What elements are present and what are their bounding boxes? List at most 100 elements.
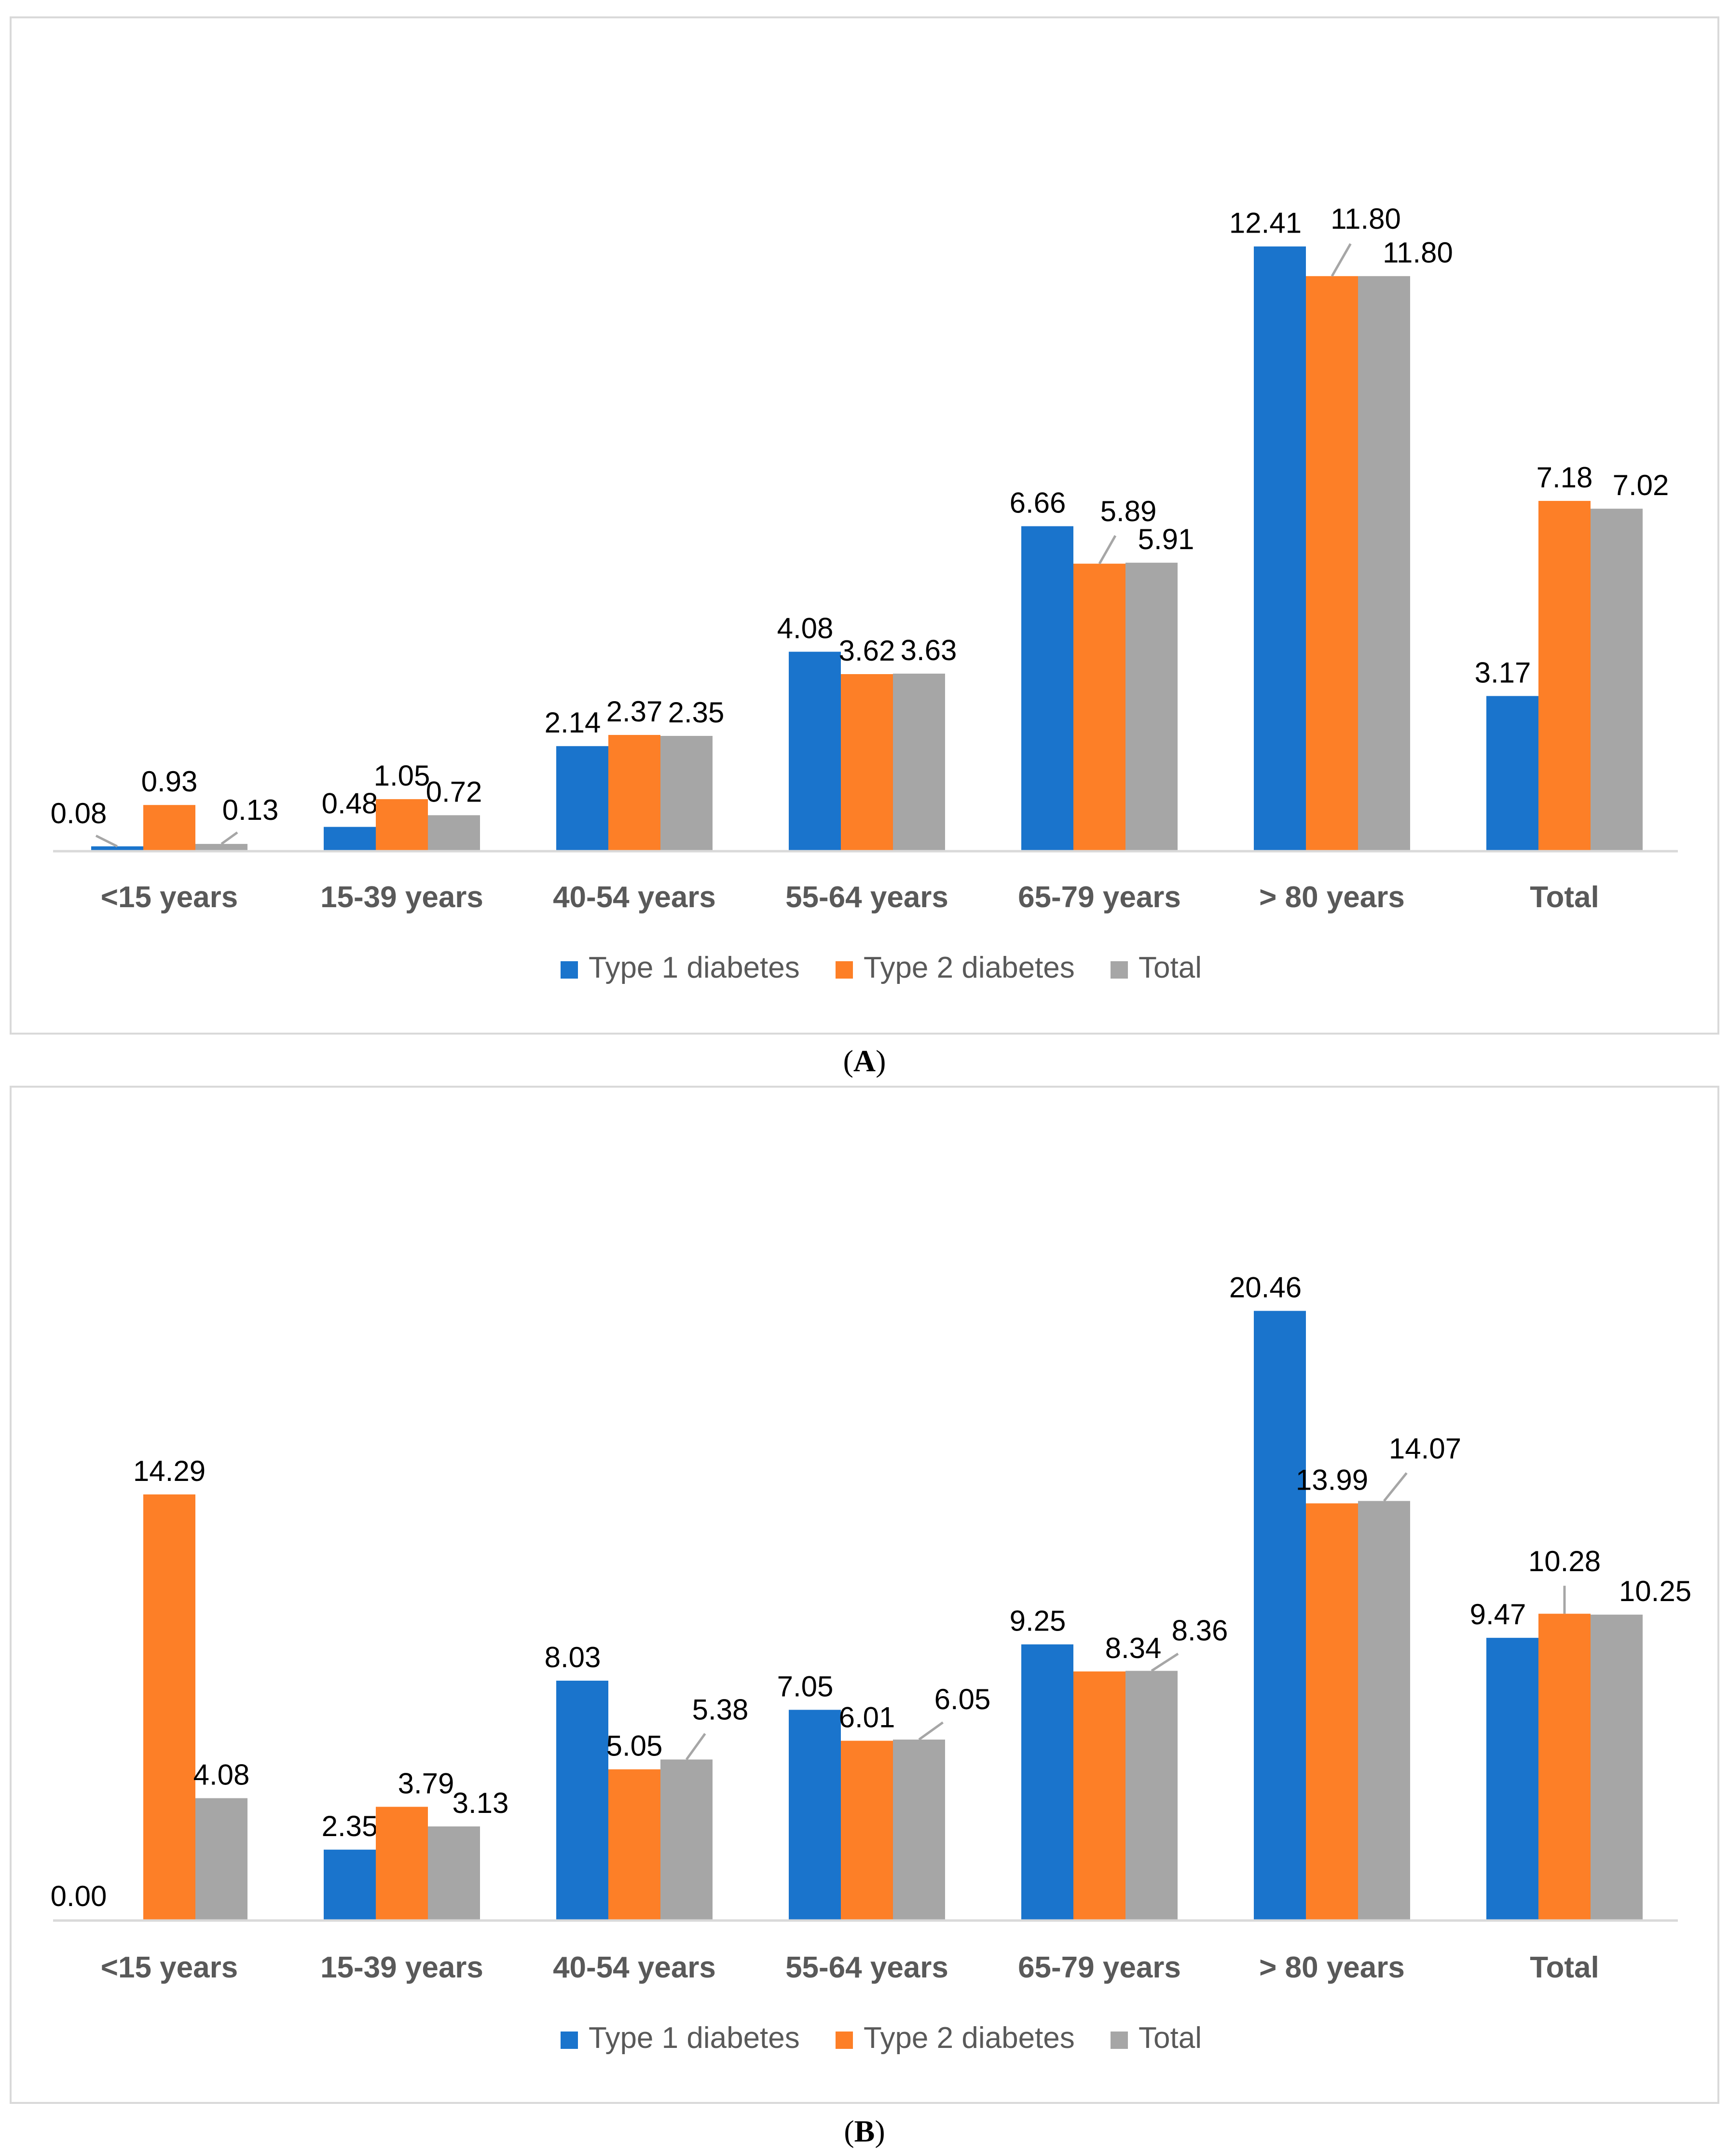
x-tick-label-a-15-39-years: 15-39 years xyxy=(320,881,483,914)
data-label-a-type-1-diabetes-80-years: 12.41 xyxy=(1229,207,1302,239)
data-label-a-type-1-diabetes-65-79-years: 6.66 xyxy=(1010,486,1066,519)
bar-a-total-40-54-years xyxy=(660,736,713,850)
bar-a-type-2-diabetes-80-years xyxy=(1306,276,1358,850)
x-tick-label-a-80-years: > 80 years xyxy=(1259,881,1405,914)
x-tick-label-b-55-64-years: 55-64 years xyxy=(785,1951,948,1984)
x-tick-label-b-80-years: > 80 years xyxy=(1259,1951,1405,1984)
leader-line-b-total-40-54-years xyxy=(685,1733,706,1760)
bar-a-type-2-diabetes-65-79-years xyxy=(1073,564,1125,850)
caption-b-letter: B xyxy=(854,2114,875,2148)
data-label-b-total-40-54-years: 5.38 xyxy=(692,1693,749,1726)
bar-b-total-55-64-years xyxy=(893,1740,945,1920)
x-tick-label-a-15-years: <15 years xyxy=(101,881,238,914)
bar-a-type-1-diabetes-15-years xyxy=(91,846,143,850)
data-label-b-type-1-diabetes-total: 9.47 xyxy=(1470,1598,1526,1631)
legend-swatch-b-type-1-diabetes xyxy=(561,2032,578,2049)
bar-b-total-15-years xyxy=(195,1798,247,1920)
data-label-a-total-15-39-years: 0.72 xyxy=(426,775,482,808)
bar-a-type-2-diabetes-15-years xyxy=(143,805,195,850)
x-tick-label-b-65-79-years: 65-79 years xyxy=(1018,1951,1181,1984)
data-label-a-type-1-diabetes-total: 3.17 xyxy=(1475,656,1531,689)
bar-a-total-55-64-years xyxy=(893,673,945,850)
bar-b-type-1-diabetes-15-39-years xyxy=(324,1850,376,1920)
data-label-a-total-15-years: 0.13 xyxy=(222,794,279,826)
bar-a-total-15-years xyxy=(195,843,247,850)
data-label-b-total-65-79-years: 8.36 xyxy=(1172,1615,1228,1647)
legend-a: Type 1 diabetes Type 2 diabetes Total xyxy=(561,951,1202,984)
panel-b-caption: (B) xyxy=(0,2114,1729,2149)
bar-a-total-15-39-years xyxy=(428,815,480,850)
panel-a-caption: (A) xyxy=(0,1043,1729,1079)
data-label-a-total-65-79-years: 5.91 xyxy=(1138,523,1194,555)
leader-line-b-total-55-64-years xyxy=(918,1721,944,1741)
data-label-a-type-1-diabetes-55-64-years: 4.08 xyxy=(777,612,834,645)
leader-line-a-type-2-diabetes-65-79-years xyxy=(1098,535,1117,565)
x-tick-label-b-total: Total xyxy=(1530,1951,1599,1984)
bar-b-type-2-diabetes-total xyxy=(1538,1614,1591,1920)
data-label-a-type-1-diabetes-15-39-years: 0.48 xyxy=(322,788,378,820)
data-label-b-type-1-diabetes-55-64-years: 7.05 xyxy=(777,1670,834,1702)
bar-b-type-2-diabetes-40-54-years xyxy=(608,1769,660,1920)
bar-b-total-total xyxy=(1591,1615,1643,1920)
bar-b-type-2-diabetes-55-64-years xyxy=(841,1741,893,1920)
bar-a-type-2-diabetes-15-39-years xyxy=(376,799,428,850)
legend-swatch-a-total xyxy=(1111,961,1128,979)
data-label-b-type-1-diabetes-15-years: 0.00 xyxy=(51,1880,107,1912)
caption-b-open: ( xyxy=(844,2114,854,2148)
x-tick-label-a-40-54-years: 40-54 years xyxy=(553,881,716,914)
legend-swatch-a-type-2-diabetes xyxy=(836,961,853,979)
x-tick-label-a-total: Total xyxy=(1530,881,1599,914)
legend-swatch-a-type-1-diabetes xyxy=(561,961,578,979)
bar-a-type-1-diabetes-80-years xyxy=(1254,246,1306,851)
legend-b: Type 1 diabetes Type 2 diabetes Total xyxy=(561,2021,1202,2055)
bar-a-type-1-diabetes-40-54-years xyxy=(556,746,608,850)
caption-a-open: ( xyxy=(843,1044,853,1078)
bar-b-type-1-diabetes-55-64-years xyxy=(789,1710,841,1920)
panel-b-chart: 0.00 14.29 4.08 <15 years 2.35 3.793.13 15-39 … xyxy=(51,1271,1691,2055)
data-label-b-type-1-diabetes-80-years: 20.46 xyxy=(1229,1271,1302,1304)
data-label-b-type-1-diabetes-15-39-years: 2.35 xyxy=(322,1810,378,1842)
bar-a-type-1-diabetes-65-79-years xyxy=(1021,526,1073,850)
legend-label-a-total: Total xyxy=(1139,951,1202,984)
caption-a-letter: A xyxy=(853,1044,876,1078)
bar-b-total-40-54-years xyxy=(660,1759,713,1920)
bar-b-type-2-diabetes-15-years xyxy=(143,1494,195,1920)
panel-a-frame xyxy=(10,16,1719,1035)
bar-b-type-1-diabetes-40-54-years xyxy=(556,1680,608,1920)
data-label-b-type-2-diabetes-total: 10.28 xyxy=(1528,1545,1601,1577)
data-label-a-total-total: 7.02 xyxy=(1613,469,1669,501)
data-label-b-total-80-years: 14.07 xyxy=(1389,1433,1461,1465)
bar-b-type-1-diabetes-80-years xyxy=(1254,1311,1306,1920)
data-label-b-type-2-diabetes-55-64-years: 6.01 xyxy=(839,1701,895,1733)
data-label-a-total-40-54-years: 2.35 xyxy=(668,696,725,729)
leader-line-b-total-80-years xyxy=(1383,1472,1408,1502)
bar-b-type-1-diabetes-total xyxy=(1486,1638,1538,1920)
data-label-b-type-1-diabetes-40-54-years: 8.03 xyxy=(545,1641,601,1673)
bar-b-total-80-years xyxy=(1358,1501,1410,1920)
legend-swatch-b-total xyxy=(1111,2032,1128,2049)
data-label-b-total-15-years: 4.08 xyxy=(193,1758,250,1791)
leader-line-a-type-2-diabetes-80-years xyxy=(1331,243,1352,277)
bar-a-type-2-diabetes-total xyxy=(1538,501,1591,850)
data-label-b-total-total: 10.25 xyxy=(1619,1575,1691,1607)
panel-b-frame xyxy=(10,1086,1719,2104)
panel-a-chart: 0.08 0.93 0.13 <15 years 0.481.050.72 15-39 y… xyxy=(51,203,1678,984)
caption-a-close: ) xyxy=(876,1044,886,1078)
data-label-b-total-55-64-years: 6.05 xyxy=(934,1683,991,1715)
data-label-b-type-2-diabetes-65-79-years: 8.34 xyxy=(1105,1632,1162,1664)
data-label-a-type-2-diabetes-total: 7.18 xyxy=(1537,461,1593,494)
bar-a-total-65-79-years xyxy=(1125,563,1178,850)
data-label-b-type-1-diabetes-65-79-years: 9.25 xyxy=(1010,1605,1066,1637)
data-label-b-total-15-39-years: 3.13 xyxy=(453,1787,509,1819)
x-tick-label-a-55-64-years: 55-64 years xyxy=(785,881,948,914)
leader-line-b-total-65-79-years xyxy=(1151,1652,1179,1672)
bar-b-type-2-diabetes-65-79-years xyxy=(1073,1671,1125,1920)
legend-label-a-type-2-diabetes: Type 2 diabetes xyxy=(864,951,1075,984)
bar-a-type-1-diabetes-total xyxy=(1486,696,1538,850)
caption-b-close: ) xyxy=(875,2114,885,2148)
data-label-a-type-1-diabetes-15-years: 0.08 xyxy=(51,797,107,829)
legend-label-b-type-2-diabetes: Type 2 diabetes xyxy=(864,2021,1075,2055)
data-label-a-type-2-diabetes-65-79-years: 5.89 xyxy=(1100,495,1157,527)
legend-swatch-b-type-2-diabetes xyxy=(836,2032,853,2049)
